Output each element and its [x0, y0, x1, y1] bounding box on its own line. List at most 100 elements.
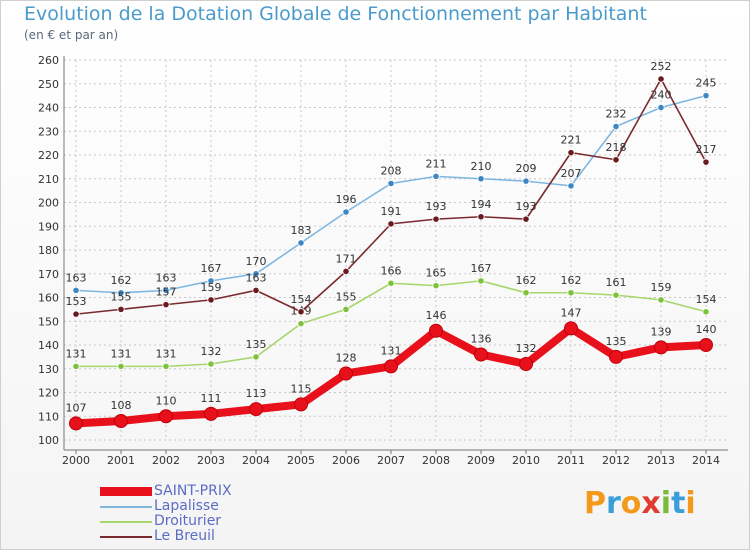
- data-point: [567, 182, 575, 190]
- data-label: 135: [606, 335, 627, 348]
- data-label: 159: [201, 281, 222, 294]
- data-point: [567, 149, 575, 157]
- data-label: 163: [246, 271, 267, 284]
- y-tick-label: 240: [38, 102, 59, 115]
- data-label: 136: [471, 333, 492, 346]
- data-label: 166: [381, 264, 402, 277]
- data-point: [609, 349, 623, 364]
- data-point: [117, 362, 125, 370]
- data-point: [432, 172, 440, 180]
- x-tick-label: 2010: [512, 454, 540, 467]
- y-tick-label: 100: [38, 434, 59, 447]
- data-label: 110: [156, 394, 177, 407]
- data-label: 208: [381, 165, 402, 178]
- data-label: 217: [696, 143, 717, 156]
- data-label: 193: [516, 200, 537, 213]
- data-label: 171: [336, 252, 357, 265]
- x-tick-label: 2001: [107, 454, 135, 467]
- data-label: 210: [471, 160, 492, 173]
- data-label: 108: [111, 399, 132, 412]
- y-tick-label: 210: [38, 173, 59, 186]
- data-point: [162, 362, 170, 370]
- y-tick-label: 220: [38, 149, 59, 162]
- data-point: [114, 414, 128, 428]
- data-point: [162, 301, 170, 309]
- legend-swatch: [100, 536, 152, 538]
- data-label: 154: [291, 293, 312, 306]
- x-tick-label: 2013: [647, 454, 675, 467]
- data-point: [387, 279, 395, 287]
- data-label: 154: [696, 293, 717, 306]
- data-label: 107: [66, 401, 87, 414]
- y-tick-label: 110: [38, 410, 59, 423]
- x-tick-label: 2006: [332, 454, 360, 467]
- legend-label: Droiturier: [154, 513, 222, 529]
- data-label: 140: [696, 323, 717, 336]
- data-point: [612, 122, 620, 131]
- data-label: 193: [426, 200, 447, 213]
- y-tick-label: 260: [38, 54, 59, 67]
- data-point: [117, 305, 125, 313]
- y-tick-label: 200: [38, 197, 59, 210]
- data-label: 167: [201, 262, 222, 275]
- data-point: [612, 156, 620, 164]
- data-point: [522, 177, 530, 185]
- data-point: [657, 75, 665, 83]
- data-point: [342, 208, 350, 216]
- x-tick-label: 2004: [242, 454, 270, 467]
- data-point: [297, 308, 305, 316]
- legend-label: SAINT-PRIX: [154, 483, 232, 499]
- x-tick-label: 2003: [197, 454, 225, 467]
- data-label: 159: [651, 281, 672, 294]
- data-label: 128: [336, 352, 357, 365]
- data-label: 131: [381, 344, 402, 357]
- data-label: 157: [156, 286, 177, 299]
- data-point: [387, 179, 395, 188]
- y-tick-label: 150: [38, 315, 59, 328]
- data-point: [384, 359, 398, 374]
- data-point: [432, 215, 440, 223]
- data-label: 183: [291, 224, 312, 237]
- y-tick-label: 170: [38, 268, 59, 281]
- y-tick-label: 180: [38, 244, 59, 257]
- legend-swatch: [100, 487, 152, 496]
- x-tick-label: 2014: [692, 454, 720, 467]
- data-point: [702, 92, 710, 100]
- data-point: [522, 215, 530, 223]
- data-point: [477, 277, 485, 285]
- x-tick-label: 2000: [62, 454, 90, 467]
- data-point: [429, 323, 443, 338]
- data-point: [342, 267, 350, 275]
- data-label: 194: [471, 198, 492, 211]
- data-label: 207: [561, 167, 582, 180]
- legend-swatch: [100, 506, 152, 508]
- proxiti-logo: Proxiti: [584, 486, 696, 521]
- x-tick-label: 2011: [557, 454, 585, 467]
- data-label: 232: [606, 108, 627, 121]
- data-point: [567, 289, 575, 297]
- y-tick-label: 120: [38, 387, 59, 400]
- x-tick-label: 2005: [287, 454, 315, 467]
- y-tick-label: 190: [38, 220, 59, 233]
- data-label: 113: [246, 387, 267, 400]
- y-tick-label: 160: [38, 292, 59, 305]
- data-label: 167: [471, 262, 492, 275]
- x-tick-label: 2008: [422, 454, 450, 467]
- data-point: [207, 296, 215, 304]
- data-point: [432, 282, 440, 290]
- data-label: 196: [336, 193, 357, 206]
- data-point: [294, 397, 308, 412]
- data-label: 211: [426, 157, 447, 170]
- data-point: [72, 286, 80, 294]
- legend-label: Lapalisse: [154, 498, 219, 514]
- x-tick-label: 2007: [377, 454, 405, 467]
- data-point: [477, 213, 485, 221]
- data-label: 132: [516, 342, 537, 355]
- data-point: [477, 175, 485, 183]
- data-point: [654, 340, 668, 355]
- data-point: [72, 362, 80, 370]
- data-label: 162: [516, 274, 537, 287]
- data-point: [252, 286, 260, 294]
- data-point: [207, 277, 215, 285]
- data-point: [252, 353, 260, 361]
